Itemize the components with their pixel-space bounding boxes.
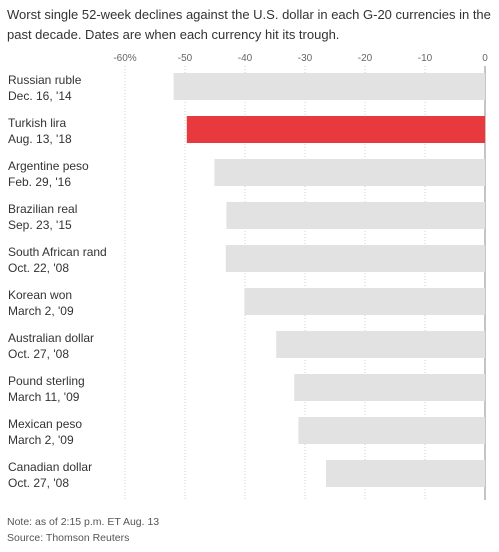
bars — [173, 73, 486, 487]
category-label: Russian ruble — [8, 73, 82, 87]
category-date: March 2, '09 — [8, 304, 74, 318]
category-label: Pound sterling — [8, 374, 85, 388]
category-date: Aug. 13, '18 — [8, 132, 72, 146]
bar-australian-dollar — [276, 331, 485, 358]
category-label: South African rand — [8, 245, 107, 259]
bar-pound-sterling — [294, 374, 485, 401]
bar-turkish-lira — [186, 116, 486, 143]
bar-canadian-dollar — [326, 460, 485, 487]
bar-south-african-rand — [225, 245, 486, 272]
category-date: Sep. 23, '15 — [8, 218, 72, 232]
category-label: Australian dollar — [8, 331, 94, 345]
category-date: Oct. 27, '08 — [8, 476, 69, 490]
tick-labels: -60% -50 -40 -30 -20 -10 0 — [113, 53, 488, 64]
category-label: Turkish lira — [8, 116, 67, 130]
bar-korean-won — [244, 288, 485, 315]
category-label: Korean won — [8, 288, 72, 302]
category-date: Oct. 22, '08 — [8, 261, 69, 275]
category-date: Oct. 27, '08 — [8, 347, 69, 361]
category-date: March 2, '09 — [8, 433, 74, 447]
tick-label: -10 — [418, 53, 433, 64]
note-text: Note: as of 2:15 p.m. ET Aug. 13 — [7, 516, 160, 528]
category-date: Dec. 16, '14 — [8, 89, 72, 103]
category-date: March 11, '09 — [8, 390, 80, 404]
bar-russian-ruble — [173, 73, 485, 100]
category-label: Canadian dollar — [8, 460, 92, 474]
category-labels: Russian ruble Dec. 16, '14 Turkish lira Aug… — [8, 73, 107, 490]
bar-argentine-peso — [214, 159, 485, 186]
bar-mexican-peso — [298, 417, 485, 444]
chart-title: Worst single 52-week declines against th… — [7, 7, 491, 42]
category-label: Mexican peso — [8, 417, 82, 431]
tick-label: -60% — [113, 53, 136, 64]
bar-brazilian-real — [226, 202, 485, 229]
tick-label: -40 — [238, 53, 253, 64]
tick-label: -30 — [298, 53, 313, 64]
category-label: Brazilian real — [8, 202, 77, 216]
tick-label: -20 — [358, 53, 373, 64]
category-date: Feb. 29, '16 — [8, 175, 71, 189]
category-label: Argentine peso — [8, 159, 89, 173]
footnotes: Note: as of 2:15 p.m. ET Aug. 13 Source:… — [7, 514, 159, 546]
tick-label: 0 — [482, 53, 488, 64]
tick-label: -50 — [178, 53, 193, 64]
source-text: Source: Thomson Reuters — [7, 532, 130, 544]
